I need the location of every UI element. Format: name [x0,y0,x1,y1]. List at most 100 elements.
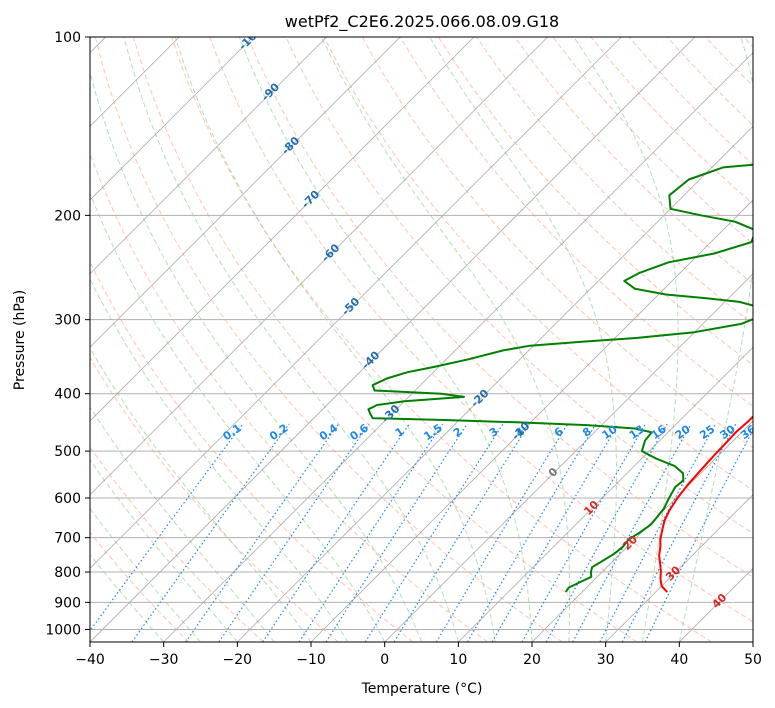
isotherm-line [90,37,622,569]
isotherm-line [90,37,696,642]
y-tick-label: 900 [54,595,81,611]
y-tick-label: 1000 [45,622,81,638]
isotherm-line [310,199,753,642]
y-tick-label: 200 [54,208,81,224]
mixing-ratio-line [572,423,692,642]
mixing-ratio-label: 1.5 [421,421,444,443]
isotherm-label: -40 [359,348,382,371]
isotherm-line [531,420,753,642]
isotherm-label: -50 [339,295,362,318]
isotherm-label: -80 [279,134,302,157]
isotherm-line [679,567,753,642]
isotherm-line [90,37,254,201]
x-axis-label: Temperature (°C) [361,681,483,697]
mixing-ratio-label: 36 [738,422,758,442]
isotherm-line [90,37,327,275]
mixing-ratio-label: 20 [673,422,693,442]
dry-adiabat [437,37,753,366]
moist-adiabat [238,37,533,642]
mixing-ratio-line [545,423,668,642]
mixing-ratio-label: 6 [552,425,566,440]
moist-adiabat [321,37,571,642]
y-axis-label: Pressure (hPa) [12,290,28,390]
isotherm-line [752,641,753,642]
moist-adiabat [174,37,496,642]
mixing-ratio-line [393,423,530,642]
isotherm-label: 10 [581,498,601,518]
y-tick-label: 300 [54,313,81,329]
temperature-line [658,415,753,593]
isotherm-line [90,37,548,496]
isotherm-label: 40 [709,591,729,611]
x-tick-label: −10 [296,652,326,668]
isotherm-label: -20 [468,387,491,410]
chart-title: wetPf2_C2E6.2025.066.08.09.G18 [285,12,559,32]
x-tick-label: 30 [597,652,615,668]
mixing-ratio-label: 0.2 [267,421,290,443]
dry-adiabat [743,37,753,48]
plot-frame [89,36,754,643]
mixing-ratio-line [599,423,717,642]
x-tick-label: 0 [380,652,389,668]
moist-adiabat [678,37,753,642]
mixing-ratio-line [521,423,646,642]
dry-adiabat [94,37,563,642]
moist-adiabat [90,406,275,642]
mixing-ratio-line [218,423,370,642]
dry-adiabat [323,37,753,491]
y-tick-label: 500 [54,444,81,460]
mixing-ratio-line [644,428,753,642]
mixing-ratio-line [491,423,619,642]
mixing-ratio-line [466,423,597,642]
dry-adiabat [552,37,753,245]
moist-adiabat [573,37,679,642]
mixing-ratio-label: 3 [487,425,501,440]
dry-adiabat [285,37,753,535]
dry-adiabat [666,37,753,126]
y-axis: 100 200 300 400 500 600 700 800 900 1000 [45,30,90,638]
dry-adiabat [132,37,638,642]
x-tick-label: 20 [523,652,541,668]
dry-adiabat [361,37,753,449]
x-tick-label: 50 [744,652,762,668]
mixing-ratio-line [325,423,468,642]
dry-adiabat [90,152,488,642]
isotherm-line [458,346,753,642]
grid-layer [90,37,753,642]
mixing-ratio-label: 0.1 [221,421,244,443]
isotherm-label: 30 [663,563,683,583]
dry-adiabat [704,37,753,87]
isotherm-label: -30 [379,402,402,425]
x-tick-label: 40 [670,652,688,668]
dewpoint-line [367,163,753,593]
isotherm-line [90,37,401,348]
isotherm-label: -100 [236,24,265,53]
y-tick-label: 800 [54,565,81,581]
x-tick-label: −30 [149,652,179,668]
dry-adiabat [399,37,753,407]
mixing-ratio-label: 16 [649,422,669,442]
moist-adiabat [90,553,165,642]
mixing-ratio-label: 0.4 [317,421,341,443]
labels-layer: 0.1 0.2 0.4 0.6 1 1.5 2 3 4 6 8 10 13 16 20 25 30 36-100-… [221,24,758,611]
x-tick-label: −20 [223,652,253,668]
x-tick-label: −40 [75,652,105,668]
moist-adiabat [90,507,201,642]
mixing-ratio-line [621,423,737,642]
mixing-ratio-label: 8 [580,425,594,440]
isotherm-line [605,494,753,642]
moist-adiabat [90,459,238,642]
dry-adiabat [90,260,414,642]
mixing-ratio-label: 2 [451,425,465,440]
moist-adiabat [90,277,349,642]
y-tick-label: 100 [54,30,81,46]
mixing-ratio-line [185,423,340,642]
lines-layer [367,163,753,593]
x-tick-label: 10 [449,652,467,668]
isotherm-line [384,273,753,642]
moist-adiabat [123,37,459,642]
moist-adiabat [90,192,386,642]
dry-adiabat [90,446,264,642]
moist-adiabat [90,347,312,642]
dry-adiabat [209,37,753,623]
